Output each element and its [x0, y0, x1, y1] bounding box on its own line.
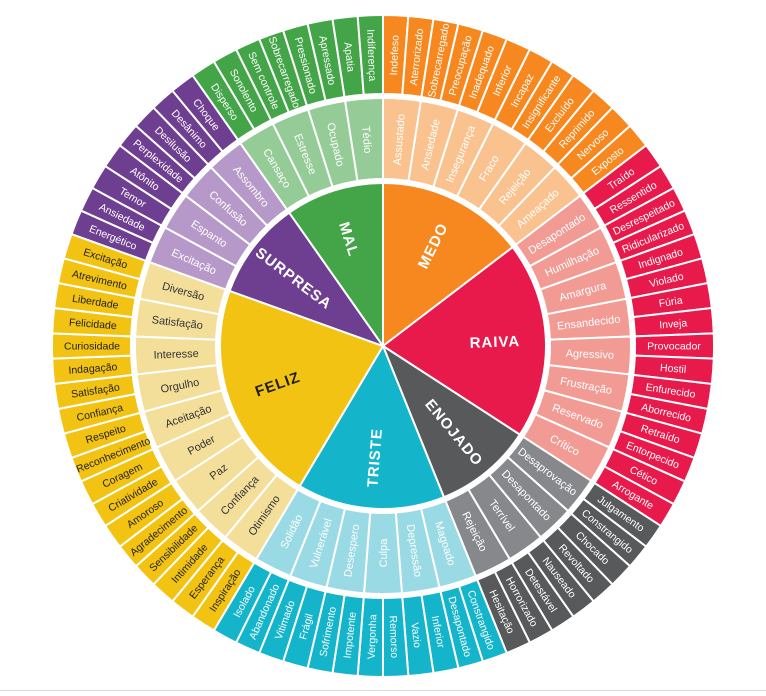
outer-label-curiosidade: Curiosidade — [64, 341, 120, 353]
outer-label-indefeso: Indefeso — [388, 35, 402, 76]
core-wedge-medo — [382, 182, 514, 347]
outer-label-apatia: Apatia — [341, 42, 356, 73]
mid-label-culpa: Culpa — [378, 538, 390, 568]
core-label-triste: TRISTE — [364, 427, 385, 487]
mid-wedge-tedio — [344, 97, 384, 182]
mid-label-assustado: Assustado — [392, 114, 408, 166]
core-wedge-raiva — [382, 246, 547, 436]
core-wedge-mal — [288, 182, 384, 347]
outer-label-remorso: Remorso — [387, 615, 401, 658]
core-wedge-enojado — [382, 345, 521, 499]
core-wedge-triste — [298, 345, 445, 510]
outer-label-vergonha: Vergonha — [366, 614, 380, 660]
outer-label-indagacao: Indagação — [68, 361, 118, 377]
outer-label-hostil: Hostil — [660, 362, 687, 376]
outer-label-provocador: Provocador — [647, 341, 701, 353]
outer-label-inveja: Inveja — [659, 317, 688, 331]
outer-label-vazio: Vazio — [408, 622, 423, 649]
core-label-raiva: RAIVA — [469, 333, 520, 352]
outer-label-impotente: Impotente — [342, 611, 359, 659]
outer-label-indiferenca: Indiferença — [364, 29, 378, 82]
mid-label-agressivo: Agressivo — [565, 348, 614, 362]
core-wedge-feliz — [219, 289, 384, 488]
outer-label-felicidade: Felicidade — [68, 317, 117, 333]
outer-wedge-indiferenca — [356, 13, 384, 96]
core-wedge-surpresa — [228, 211, 384, 347]
mid-label-satisfacao: Satisfação — [151, 314, 203, 332]
outer-label-furia: Fúria — [658, 294, 684, 310]
bottom-divider — [0, 690, 766, 691]
mid-label-tedio: Tédio — [359, 125, 373, 153]
mid-label-interesse: Interesse — [153, 348, 199, 362]
